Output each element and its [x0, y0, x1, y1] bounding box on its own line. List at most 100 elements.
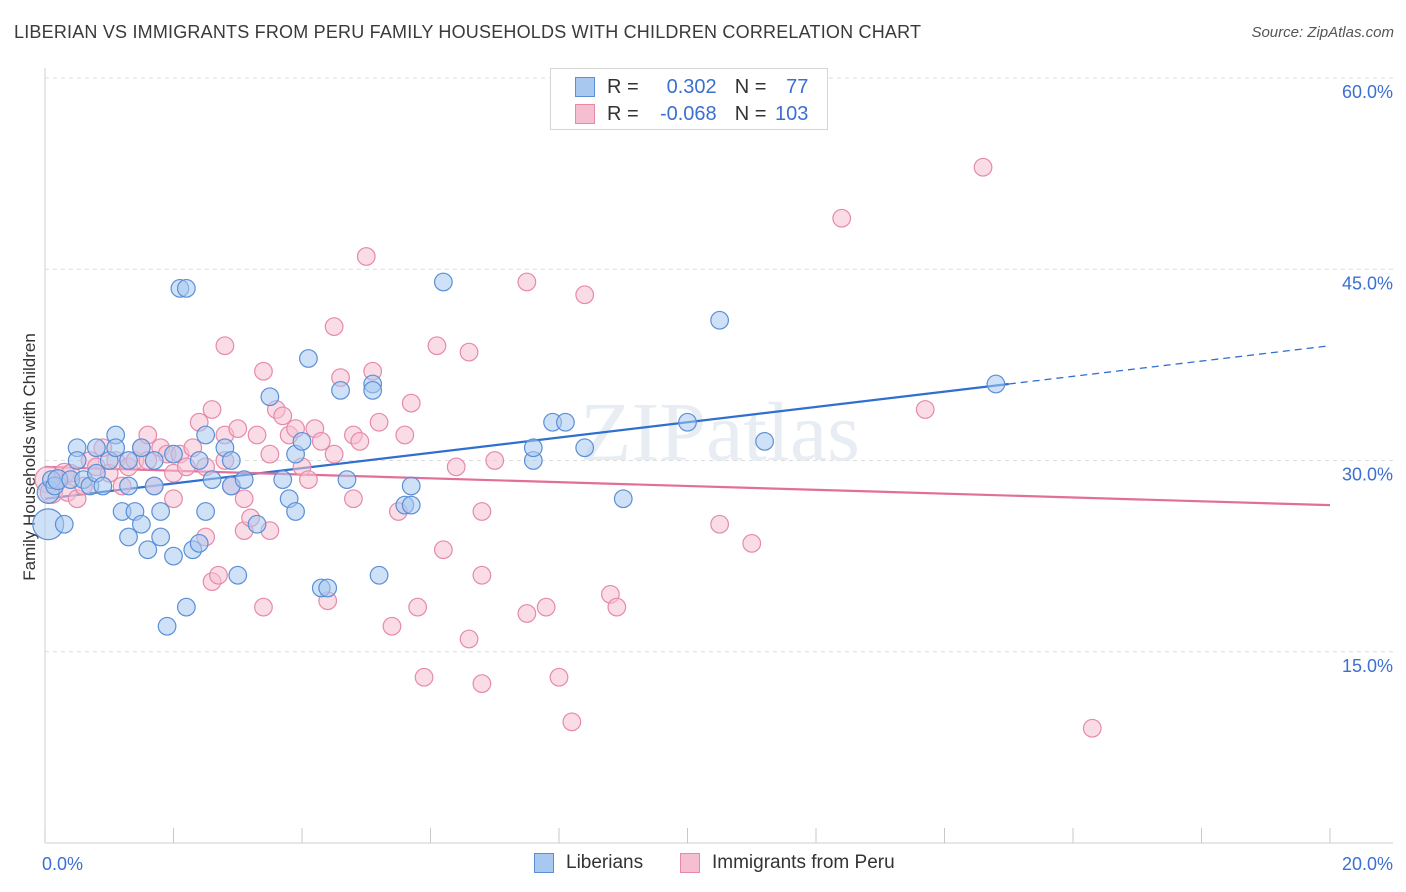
legend-row-peru: R = -0.068 N = 103 — [575, 101, 808, 127]
point-liberian — [337, 470, 357, 490]
series-swatch-pink — [680, 853, 700, 873]
point-liberian — [369, 565, 389, 585]
legend-row-liberians: R = 0.302 N = 77 — [575, 74, 808, 100]
series-swatch-blue — [534, 853, 554, 873]
axis-layer: 15.0% 30.0% 45.0% 60.0% 0.0% 20.0% — [42, 68, 1393, 874]
point-peru — [273, 406, 293, 426]
trendline-extension-liberian — [1008, 345, 1331, 385]
series-label-liberians: Liberians — [566, 852, 644, 873]
point-peru — [832, 208, 852, 228]
legend-r-label: R = — [607, 75, 639, 98]
point-peru — [350, 431, 370, 451]
point-peru — [472, 502, 492, 521]
point-peru — [408, 597, 428, 617]
point-liberian — [144, 476, 164, 496]
point-peru — [536, 597, 556, 617]
point-peru — [209, 565, 228, 585]
point-liberian — [157, 616, 177, 636]
point-liberian — [523, 438, 543, 458]
point-peru — [395, 425, 415, 445]
y-tick-label: 15.0% — [1342, 656, 1393, 676]
point-liberian — [292, 431, 312, 451]
point-peru — [234, 489, 254, 509]
point-liberian — [755, 431, 774, 451]
point-liberian — [202, 470, 222, 490]
point-liberian — [318, 578, 338, 598]
point-liberian — [138, 540, 158, 560]
point-peru — [427, 336, 447, 356]
point-liberian — [260, 387, 280, 407]
legend-swatch-blue — [575, 77, 595, 97]
legend-n-value: 103 — [775, 102, 809, 125]
point-liberian — [234, 470, 254, 490]
point-peru — [369, 412, 389, 432]
point-peru — [562, 712, 582, 732]
y-tick-label: 60.0% — [1342, 82, 1393, 102]
x-tick-label-max: 20.0% — [1342, 854, 1393, 874]
point-liberian — [556, 412, 575, 432]
point-liberian — [247, 514, 267, 534]
legend-n-label: N = — [734, 75, 767, 98]
point-peru — [260, 444, 280, 464]
point-liberian — [106, 438, 126, 458]
point-peru — [433, 540, 453, 560]
point-liberian — [678, 412, 697, 432]
point-liberian — [119, 527, 138, 547]
source-label: Source: ZipAtlas.com — [1251, 24, 1394, 41]
point-liberian — [196, 425, 216, 445]
point-peru — [414, 667, 434, 687]
point-peru — [299, 470, 318, 490]
point-peru — [549, 667, 569, 687]
x-tick-label-min: 0.0% — [42, 854, 83, 874]
point-peru — [742, 533, 762, 553]
point-liberian — [164, 546, 183, 566]
point-peru — [575, 285, 595, 305]
point-peru — [710, 514, 730, 534]
point-peru — [472, 565, 492, 585]
point-peru — [472, 674, 492, 694]
point-liberian — [151, 527, 171, 547]
point-liberian — [273, 470, 293, 490]
series-legend-liberians[interactable]: Liberians — [534, 852, 643, 874]
point-peru — [517, 604, 537, 623]
point-liberian — [401, 476, 421, 496]
point-liberian — [710, 310, 730, 330]
point-liberian — [93, 476, 113, 496]
legend-r-value: -0.068 — [659, 102, 717, 125]
point-peru — [356, 247, 376, 266]
point-peru — [228, 419, 248, 439]
point-liberian — [119, 476, 138, 496]
point-peru — [401, 393, 421, 413]
point-peru — [202, 400, 222, 419]
point-liberian — [176, 278, 196, 298]
series-legend-peru[interactable]: Immigrants from Peru — [680, 852, 895, 874]
point-liberian — [986, 374, 1006, 394]
point-peru — [459, 629, 479, 649]
point-liberian — [151, 502, 171, 521]
point-peru — [254, 597, 273, 617]
point-liberian — [433, 272, 453, 292]
y-tick-label: 30.0% — [1342, 465, 1393, 485]
point-liberian — [119, 451, 138, 470]
point-liberian — [613, 489, 633, 509]
points-layer — [32, 157, 1102, 738]
point-liberian — [299, 349, 318, 368]
point-peru — [459, 342, 479, 362]
grid-layer — [45, 77, 1393, 653]
correlation-legend: R = 0.302 N = 77 R = -0.068 N = 103 — [550, 68, 828, 130]
point-liberian — [164, 444, 183, 464]
y-tick-label: 45.0% — [1342, 273, 1393, 293]
trendline-peru — [44, 465, 1331, 507]
point-liberian — [286, 502, 305, 521]
point-liberian — [363, 380, 383, 400]
point-liberian — [228, 565, 248, 585]
point-liberian — [67, 451, 87, 470]
legend-swatch-pink — [575, 104, 595, 124]
point-liberian — [401, 495, 421, 515]
legend-r-label: R = — [607, 102, 639, 125]
point-liberian — [176, 597, 196, 617]
point-liberian — [189, 533, 209, 553]
point-liberian — [144, 451, 164, 470]
point-liberian — [331, 380, 350, 400]
